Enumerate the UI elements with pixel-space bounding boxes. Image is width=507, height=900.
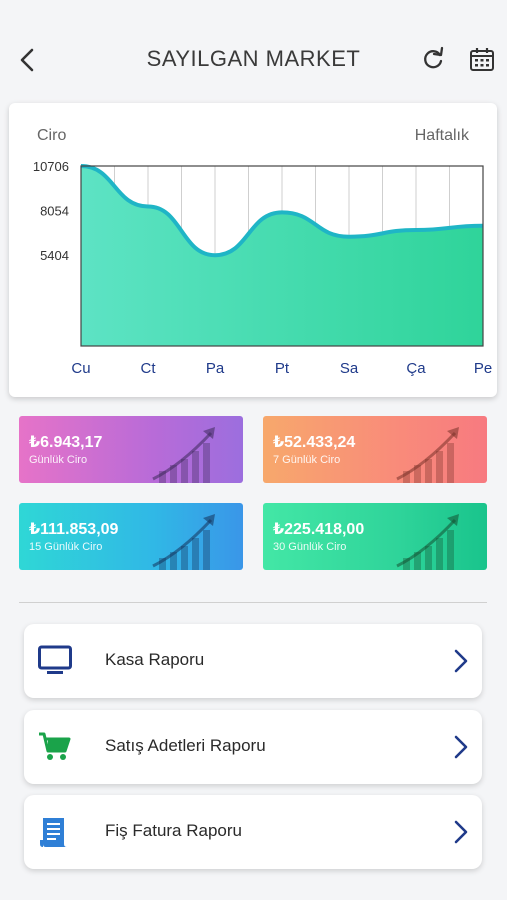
weekly-revenue-card[interactable]: ₺52.433,24 7 Günlük Ciro — [263, 416, 487, 483]
area-chart: 10706 8054 5404 Cu Ct Pa Pt Sa Ça Pe — [33, 159, 492, 377]
growth-chart-icon — [396, 427, 459, 483]
section-divider — [19, 602, 487, 603]
series-area — [81, 166, 483, 346]
header: SAYILGAN MARKET — [0, 26, 507, 96]
growth-chart-icon — [152, 427, 215, 483]
x-tick-label: Pa — [206, 360, 225, 377]
cart-icon — [39, 732, 71, 760]
stat-value: ₺225.418,00 — [273, 521, 365, 538]
thirty-day-revenue-card[interactable]: ₺225.418,00 30 Günlük Ciro — [263, 503, 487, 570]
x-tick-label: Pt — [275, 360, 290, 377]
y-tick-label: 10706 — [33, 159, 69, 174]
page-title: SAYILGAN MARKET — [146, 46, 361, 71]
monitor-icon — [38, 645, 72, 674]
x-tick-label: Cu — [71, 360, 90, 377]
x-tick-label: Ça — [406, 360, 426, 377]
stat-value: ₺111.853,09 — [29, 521, 119, 538]
chevron-right-icon — [454, 820, 468, 844]
cash-report-item[interactable]: Kasa Raporu — [24, 624, 482, 698]
menu-label: Satış Adetleri Raporu — [105, 736, 266, 755]
chevron-right-icon — [454, 735, 468, 759]
chart-period-label[interactable]: Haftalık — [414, 127, 469, 144]
stat-label: 30 Günlük Ciro — [273, 541, 347, 553]
x-tick-label: Pe — [474, 360, 492, 377]
sales-quantity-report-item[interactable]: Satış Adetleri Raporu — [24, 710, 482, 784]
revenue-chart-card: Ciro Haftalık 10706 8054 5404 Cu Ct Pa Pt Sa Ça P… — [9, 103, 497, 397]
stat-label: Günlük Ciro — [29, 454, 88, 466]
menu-label: Kasa Raporu — [105, 650, 205, 669]
x-tick-label: Ct — [141, 360, 157, 377]
series-line — [80, 164, 484, 258]
stat-label: 15 Günlük Ciro — [29, 541, 103, 553]
y-tick-label: 8054 — [40, 204, 69, 219]
menu-label: Fiş Fatura Raporu — [105, 821, 242, 840]
calendar-icon[interactable] — [469, 46, 495, 72]
chart-metric-label: Ciro — [37, 127, 67, 144]
x-tick-label: Sa — [340, 360, 359, 377]
status-bar — [0, 0, 507, 26]
growth-chart-icon — [396, 514, 459, 570]
stat-label: 7 Günlük Ciro — [273, 454, 341, 466]
receipt-invoice-report-item[interactable]: Fiş Fatura Raporu — [24, 795, 482, 869]
stat-value: ₺6.943,17 — [29, 434, 103, 451]
chevron-right-icon — [454, 649, 468, 673]
refresh-icon[interactable] — [420, 46, 446, 72]
fifteen-day-revenue-card[interactable]: ₺111.853,09 15 Günlük Ciro — [19, 503, 243, 570]
plot-frame — [80, 165, 484, 347]
y-tick-label: 5404 — [40, 248, 69, 263]
stat-value: ₺52.433,24 — [273, 434, 356, 451]
growth-chart-icon — [152, 514, 215, 570]
receipt-icon — [40, 818, 67, 847]
daily-revenue-card[interactable]: ₺6.943,17 Günlük Ciro — [19, 416, 243, 483]
back-arrow-icon[interactable] — [14, 46, 42, 74]
